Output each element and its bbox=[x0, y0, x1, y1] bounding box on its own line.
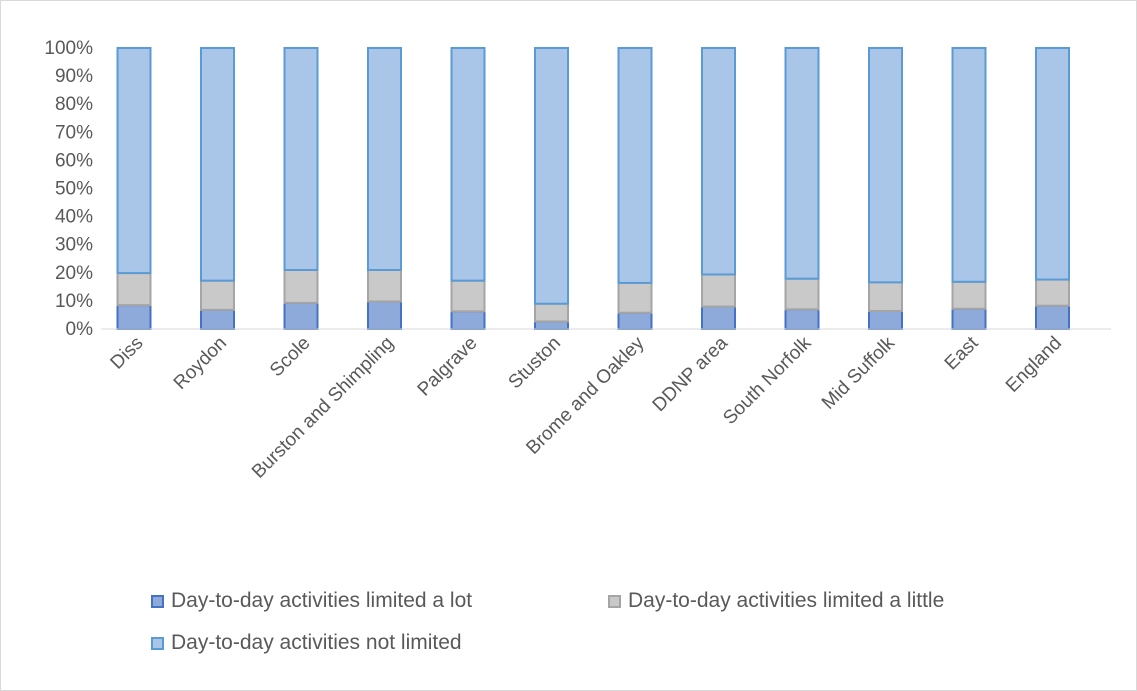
bar-segment bbox=[116, 272, 152, 307]
bar-segment bbox=[868, 310, 903, 330]
bar-segment bbox=[367, 268, 402, 303]
y-tick-label: 90% bbox=[55, 66, 93, 87]
bar-segment bbox=[951, 47, 987, 283]
bar-segment bbox=[951, 280, 987, 310]
legend-swatch-limited-a-little bbox=[608, 594, 621, 608]
stacked-bar-chart: 0% 10% 20% 30% 40% 50% 60% 70% 80% 90% 100% Diss Ro… bbox=[44, 38, 1111, 483]
bar-segment bbox=[367, 300, 402, 331]
bar-segment bbox=[534, 302, 569, 323]
x-tick-label: Burston and Shimpling bbox=[248, 333, 398, 483]
bar-segment bbox=[701, 47, 736, 276]
y-tick-label: 100% bbox=[44, 38, 93, 59]
x-tick-label: Stuston bbox=[505, 333, 565, 393]
legend-swatch-limited-a-lot bbox=[151, 594, 164, 608]
bar-segment bbox=[116, 304, 152, 330]
bar-segment bbox=[868, 281, 903, 313]
bar-segment bbox=[534, 47, 569, 305]
y-tick-label: 10% bbox=[55, 291, 93, 312]
x-tick-label: Scole bbox=[266, 333, 314, 381]
bar-segment bbox=[450, 310, 486, 330]
y-tick-label: 20% bbox=[55, 263, 93, 284]
bar-segment bbox=[617, 47, 653, 284]
bar-segment bbox=[784, 47, 820, 280]
bar-segment bbox=[701, 305, 736, 330]
y-tick-label: 30% bbox=[55, 235, 93, 256]
y-tick-label: 50% bbox=[55, 179, 93, 200]
y-tick-label: 60% bbox=[55, 150, 93, 171]
y-tick-label: 70% bbox=[55, 122, 93, 143]
x-tick-label: South Norfolk bbox=[719, 332, 816, 429]
x-tick-label: East bbox=[941, 332, 983, 374]
legend-item-limited-a-lot: Day-to-day activities limited a lot bbox=[151, 589, 472, 613]
bar-segment bbox=[617, 311, 653, 330]
bar-segment bbox=[450, 47, 486, 282]
legend-label-limited-a-little: Day-to-day activities limited a little bbox=[628, 589, 945, 612]
x-tick-label: Palgrave bbox=[414, 333, 482, 401]
bar-segment bbox=[951, 307, 987, 331]
y-axis-ticks: 0% 10% 20% 30% 40% 50% 60% 70% 80% 90% 100% bbox=[44, 38, 93, 340]
y-tick-label: 80% bbox=[55, 94, 93, 115]
y-tick-label: 0% bbox=[66, 319, 94, 340]
bar-segment bbox=[784, 308, 820, 330]
bar-segment bbox=[116, 47, 152, 275]
bar-segment bbox=[450, 279, 486, 313]
legend-swatch-not-limited bbox=[151, 636, 164, 650]
bar-segment bbox=[283, 301, 319, 331]
legend-item-not-limited: Day-to-day activities not limited bbox=[151, 631, 462, 655]
bar-segment bbox=[534, 320, 569, 330]
legend-label-limited-a-lot: Day-to-day activities limited a lot bbox=[171, 589, 473, 612]
x-tick-label: Roydon bbox=[170, 333, 231, 394]
bar-segment bbox=[617, 281, 653, 314]
bar-segment bbox=[1035, 304, 1070, 331]
bar-segment bbox=[868, 47, 903, 284]
bar-segment bbox=[200, 279, 235, 311]
legend-label-not-limited: Day-to-day activities not limited bbox=[171, 631, 462, 654]
bars bbox=[101, 47, 1111, 331]
bar-segment bbox=[701, 273, 736, 308]
legend-item-limited-a-little: Day-to-day activities limited a little bbox=[608, 589, 944, 613]
x-tick-label: England bbox=[1002, 333, 1066, 397]
bar-segment bbox=[200, 308, 235, 330]
y-tick-label: 40% bbox=[55, 207, 93, 228]
bar-segment bbox=[1035, 278, 1070, 307]
x-tick-label: DDNP area bbox=[649, 332, 733, 416]
x-tick-label: Diss bbox=[107, 333, 148, 374]
bar-segment bbox=[283, 268, 319, 304]
bar-segment bbox=[367, 47, 402, 271]
bar-segment bbox=[283, 47, 319, 271]
bar-segment bbox=[200, 47, 235, 282]
bar-segment bbox=[1035, 47, 1070, 281]
bar-segment bbox=[784, 277, 820, 311]
x-tick-label: Mid Suffolk bbox=[818, 332, 899, 413]
